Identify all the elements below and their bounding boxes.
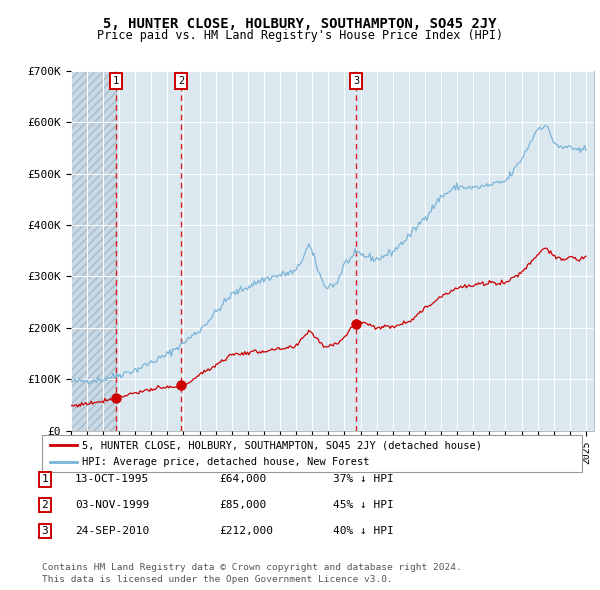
Text: 40% ↓ HPI: 40% ↓ HPI — [333, 526, 394, 536]
Text: 24-SEP-2010: 24-SEP-2010 — [75, 526, 149, 536]
Text: 2: 2 — [178, 76, 184, 86]
Text: 13-OCT-1995: 13-OCT-1995 — [75, 474, 149, 484]
FancyBboxPatch shape — [42, 435, 582, 472]
Text: £212,000: £212,000 — [219, 526, 273, 536]
Text: 5, HUNTER CLOSE, HOLBURY, SOUTHAMPTON, SO45 2JY (detached house): 5, HUNTER CLOSE, HOLBURY, SOUTHAMPTON, S… — [83, 440, 482, 450]
Text: 03-NOV-1999: 03-NOV-1999 — [75, 500, 149, 510]
Text: 1: 1 — [41, 474, 49, 484]
Text: 45% ↓ HPI: 45% ↓ HPI — [333, 500, 394, 510]
Text: Price paid vs. HM Land Registry's House Price Index (HPI): Price paid vs. HM Land Registry's House … — [97, 30, 503, 42]
Text: 37% ↓ HPI: 37% ↓ HPI — [333, 474, 394, 484]
Text: £64,000: £64,000 — [219, 474, 266, 484]
Text: 2: 2 — [41, 500, 49, 510]
Text: Contains HM Land Registry data © Crown copyright and database right 2024.: Contains HM Land Registry data © Crown c… — [42, 563, 462, 572]
Bar — [71, 71, 116, 431]
Text: 3: 3 — [353, 76, 359, 86]
Text: This data is licensed under the Open Government Licence v3.0.: This data is licensed under the Open Gov… — [42, 575, 393, 584]
Text: 1: 1 — [113, 76, 119, 86]
Text: HPI: Average price, detached house, New Forest: HPI: Average price, detached house, New … — [83, 457, 370, 467]
Text: 3: 3 — [41, 526, 49, 536]
Bar — [71, 71, 116, 431]
Text: 5, HUNTER CLOSE, HOLBURY, SOUTHAMPTON, SO45 2JY: 5, HUNTER CLOSE, HOLBURY, SOUTHAMPTON, S… — [103, 17, 497, 31]
Text: £85,000: £85,000 — [219, 500, 266, 510]
